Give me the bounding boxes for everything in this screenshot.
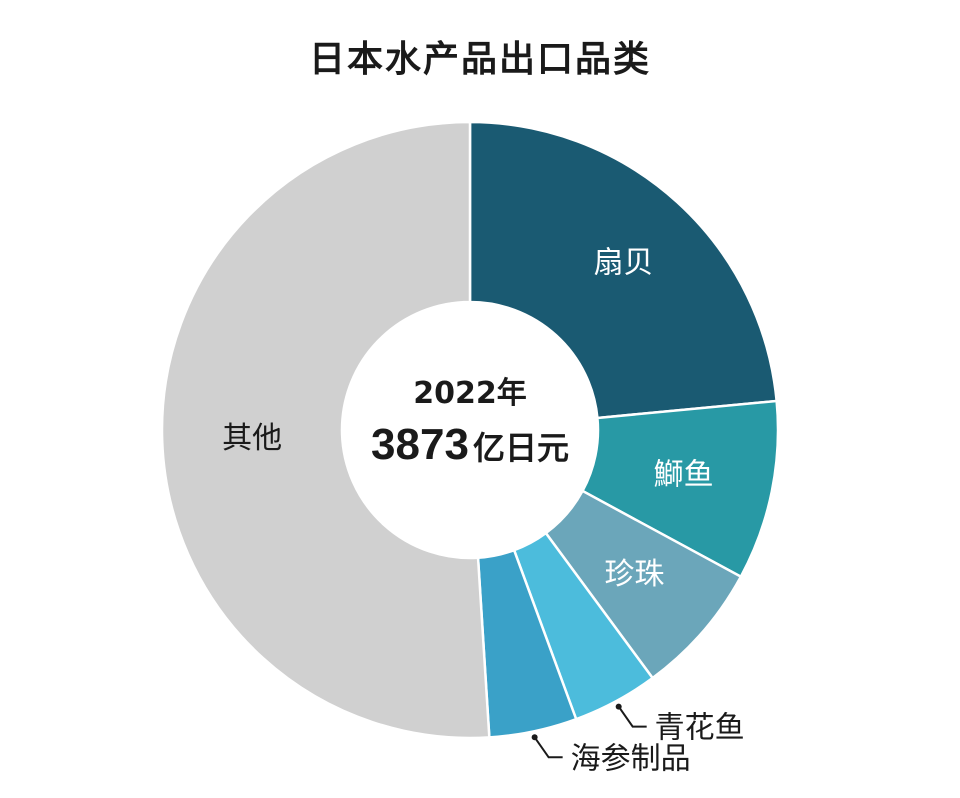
slice-label-0: 扇贝 — [593, 245, 653, 280]
center-total: 3873 亿日元 — [371, 420, 569, 469]
donut-slices — [160, 120, 780, 740]
donut-center: 2022年 3873 亿日元 — [371, 376, 569, 469]
slice-label-1: 鰤鱼 — [654, 458, 714, 493]
slice-label-5: 其他 — [222, 421, 282, 456]
leader-dot-3 — [615, 703, 622, 710]
slice-label-2: 珍珠 — [604, 557, 664, 592]
leader-dot-4 — [531, 734, 538, 741]
slice-0 — [468, 120, 778, 420]
slice-5 — [160, 120, 491, 740]
leader-lines — [531, 703, 647, 759]
slice-label-4: 海参制品 — [571, 741, 691, 776]
chart-title: 日本水产品出口品类 — [308, 39, 651, 80]
center-total-unit: 亿日元 — [473, 429, 569, 467]
center-total-value: 3873 — [371, 420, 469, 469]
slice-label-3: 青花鱼 — [655, 711, 745, 746]
leader-line-4 — [533, 736, 563, 759]
center-year: 2022年 — [413, 376, 527, 411]
leader-line-3 — [617, 706, 647, 728]
